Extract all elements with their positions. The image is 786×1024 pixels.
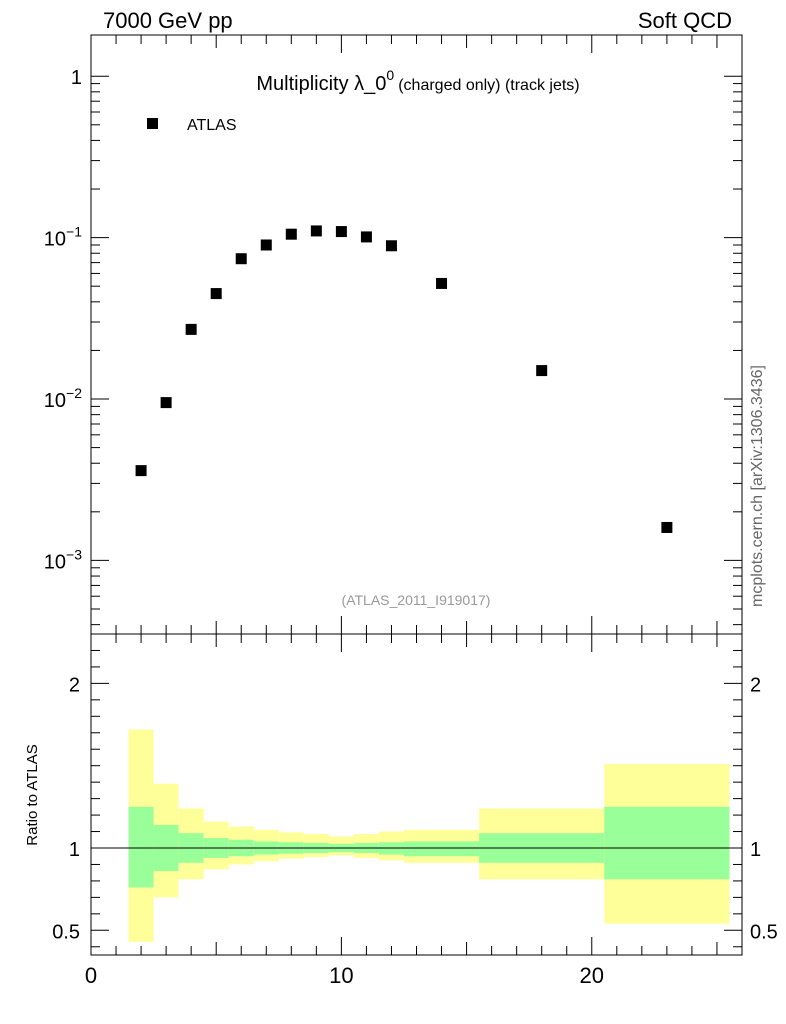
x-tick-label: 10 [329, 963, 353, 988]
y-tick-label-right: 2 [750, 674, 761, 696]
header-right: Soft QCD [638, 8, 732, 33]
y-tick-label-right: 0.5 [750, 921, 778, 943]
header-left: 7000 GeV pp [103, 8, 233, 33]
title-suffix: (charged only) (track jets) [398, 77, 579, 94]
ratio-y-axis-label: Ratio to ATLAS [24, 744, 41, 845]
green-band [403, 841, 480, 857]
ratio-axis-ticks [90, 634, 743, 955]
data-point [260, 239, 272, 251]
data-point [160, 397, 172, 409]
data-point [360, 231, 372, 243]
data-point [185, 323, 197, 335]
title-main: Multiplicity λ_0 [256, 73, 386, 95]
y-tick-label-left: 2 [69, 674, 80, 696]
data-point [310, 225, 322, 237]
data-point [385, 240, 397, 252]
y-tick-label: 10−1 [44, 224, 82, 251]
side-label: mcplots.cern.ch [arXiv:1306.3436] [749, 365, 766, 607]
main-axis-ticks [90, 35, 743, 634]
y-tick-label-right: 1 [750, 839, 761, 861]
green-band [128, 806, 154, 888]
data-point [661, 521, 673, 533]
data-point [235, 253, 247, 265]
main-y-tick-labels: 1 10−1 10−2 10−3 [44, 67, 82, 573]
data-point [536, 365, 548, 377]
ratio-frame [90, 633, 743, 956]
legend-label-atlas: ATLAS [187, 117, 237, 134]
data-point [285, 228, 297, 240]
legend: ATLAS [147, 117, 237, 134]
title-superscript: 0 [386, 67, 394, 83]
y-tick-label-left: 0.5 [52, 921, 80, 943]
ratio-panel: 2 2 1 1 0.5 0.5 0 10 20 Ratio to ATLAS [24, 633, 778, 988]
legend-marker-atlas [147, 118, 158, 129]
data-point [436, 277, 448, 289]
y-tick-label: 10−2 [44, 385, 82, 412]
main-plot-title: Multiplicity λ_00(charged only) (track j… [256, 67, 579, 95]
data-point [135, 465, 147, 477]
green-band [604, 806, 730, 880]
x-tick-labels: 0 10 20 [85, 963, 604, 988]
ratio-bands [128, 729, 730, 942]
data-points [135, 225, 673, 533]
main-panel: Multiplicity λ_00(charged only) (track j… [44, 34, 743, 635]
y-tick-label: 10−3 [44, 546, 82, 573]
data-point [335, 226, 347, 238]
y-tick-label: 1 [71, 67, 82, 89]
data-point [210, 288, 222, 300]
ratio-y-tick-labels: 2 2 1 1 0.5 0.5 [52, 674, 778, 943]
x-tick-label: 20 [580, 963, 604, 988]
y-tick-label-left: 1 [69, 839, 80, 861]
analysis-label: (ATLAS_2011_I919017) [342, 592, 491, 608]
x-tick-label: 0 [85, 963, 97, 988]
